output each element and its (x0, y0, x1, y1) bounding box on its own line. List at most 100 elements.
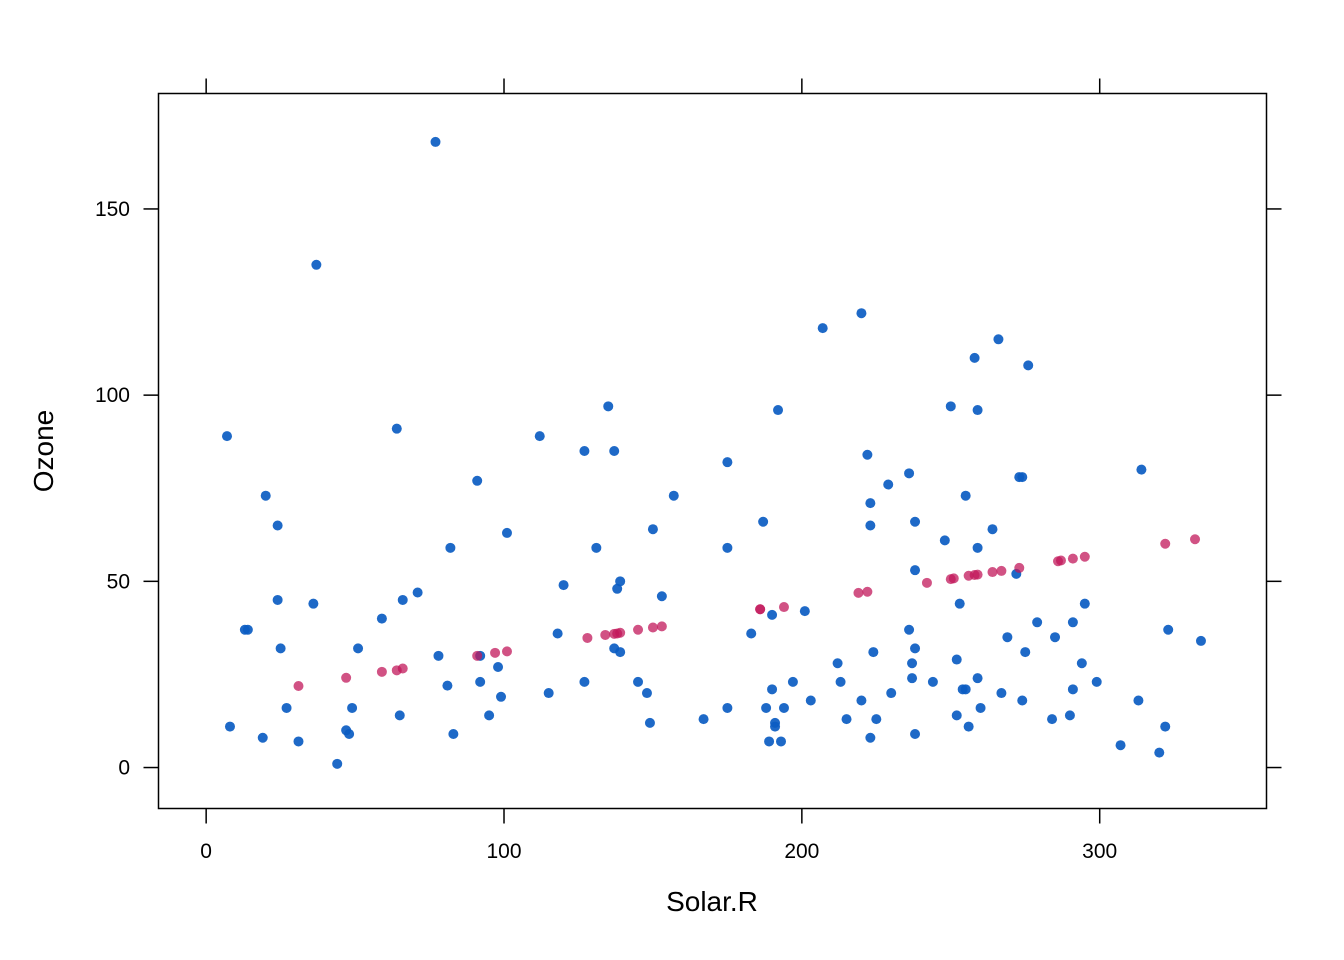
observed-point (862, 449, 873, 460)
plot-frame (157, 92, 1268, 810)
observed-point (1002, 632, 1013, 643)
observed-point (787, 676, 798, 687)
observed-point (963, 721, 974, 732)
observed-point (442, 680, 453, 691)
observed-point (987, 524, 998, 535)
observed-point (647, 524, 658, 535)
imputed-point (341, 672, 352, 683)
imputed-point (1055, 555, 1066, 566)
observed-point (910, 516, 921, 527)
observed-point (865, 732, 876, 743)
observed-point (579, 676, 590, 687)
imputed-point (656, 621, 667, 632)
observed-point (1133, 695, 1144, 706)
x-tick-label: 200 (784, 840, 819, 863)
observed-point (1050, 632, 1061, 643)
imputed-point (755, 604, 766, 615)
data-points (222, 136, 1206, 769)
observed-point (1115, 740, 1126, 751)
observed-point (904, 624, 915, 635)
observed-point (883, 479, 894, 490)
observed-point (951, 710, 962, 721)
observed-point (668, 490, 679, 501)
observed-point (222, 431, 233, 442)
observed-point (767, 684, 778, 695)
observed-point (993, 334, 1004, 345)
y-tick-label: 0 (118, 757, 130, 780)
observed-point (656, 591, 667, 602)
observed-point (558, 580, 569, 591)
imputed-point (612, 628, 623, 639)
observed-point (475, 676, 486, 687)
imputed-point (472, 650, 483, 661)
observed-point (1076, 658, 1087, 669)
observed-point (501, 527, 512, 538)
imputed-point (647, 622, 658, 633)
observed-point (835, 676, 846, 687)
observed-point (1067, 684, 1078, 695)
observed-point (615, 576, 626, 587)
observed-point (865, 520, 876, 531)
observed-point (552, 628, 563, 639)
observed-point (1017, 695, 1028, 706)
observed-point (886, 688, 897, 699)
imputed-point (945, 574, 956, 585)
observed-point (1064, 710, 1075, 721)
y-tick-label: 50 (107, 570, 130, 593)
observed-point (722, 542, 733, 553)
observed-point (1154, 747, 1165, 758)
observed-point (871, 714, 882, 725)
observed-point (927, 676, 938, 687)
observed-point (391, 423, 402, 434)
observed-point (799, 606, 810, 617)
imputed-point (490, 647, 501, 658)
observed-point (1195, 635, 1206, 646)
observed-point (945, 401, 956, 412)
observed-point (603, 401, 614, 412)
observed-point (353, 643, 364, 654)
observed-point (633, 676, 644, 687)
observed-point (272, 594, 283, 605)
observed-point (579, 446, 590, 456)
imputed-point (1079, 551, 1090, 562)
observed-point (907, 658, 918, 669)
observed-point (1091, 676, 1102, 687)
observed-point (1136, 464, 1147, 475)
observed-point (609, 446, 620, 456)
imputed-point (996, 565, 1007, 576)
observed-point (496, 691, 507, 702)
observed-point (1160, 721, 1171, 732)
observed-point (773, 405, 784, 416)
observed-point (641, 688, 652, 699)
observed-point (493, 661, 504, 672)
imputed-point (1190, 534, 1201, 545)
observed-point (1014, 472, 1025, 483)
observed-point (972, 542, 983, 553)
observed-point (722, 457, 733, 468)
observed-point (972, 673, 983, 684)
imputed-point (778, 602, 789, 613)
observed-point (308, 598, 319, 609)
x-tick-label: 0 (200, 840, 212, 863)
observed-point (1079, 598, 1090, 609)
observed-point (445, 542, 456, 553)
observed-point (939, 535, 950, 546)
imputed-point (391, 665, 402, 676)
observed-point (376, 613, 387, 624)
imputed-point (1160, 538, 1171, 549)
observed-point (615, 647, 626, 658)
observed-point (805, 695, 816, 706)
observed-point (722, 702, 733, 713)
observed-point (960, 490, 971, 501)
observed-point (910, 729, 921, 740)
observed-point (778, 702, 789, 713)
observed-point (430, 136, 441, 147)
x-axis-title: Solar.R (666, 886, 758, 917)
observed-point (954, 598, 965, 609)
observed-point (344, 729, 355, 740)
observed-point (644, 717, 655, 728)
observed-point (272, 520, 283, 531)
imputed-point (853, 587, 864, 598)
observed-point (397, 594, 408, 605)
observed-point (817, 323, 828, 334)
